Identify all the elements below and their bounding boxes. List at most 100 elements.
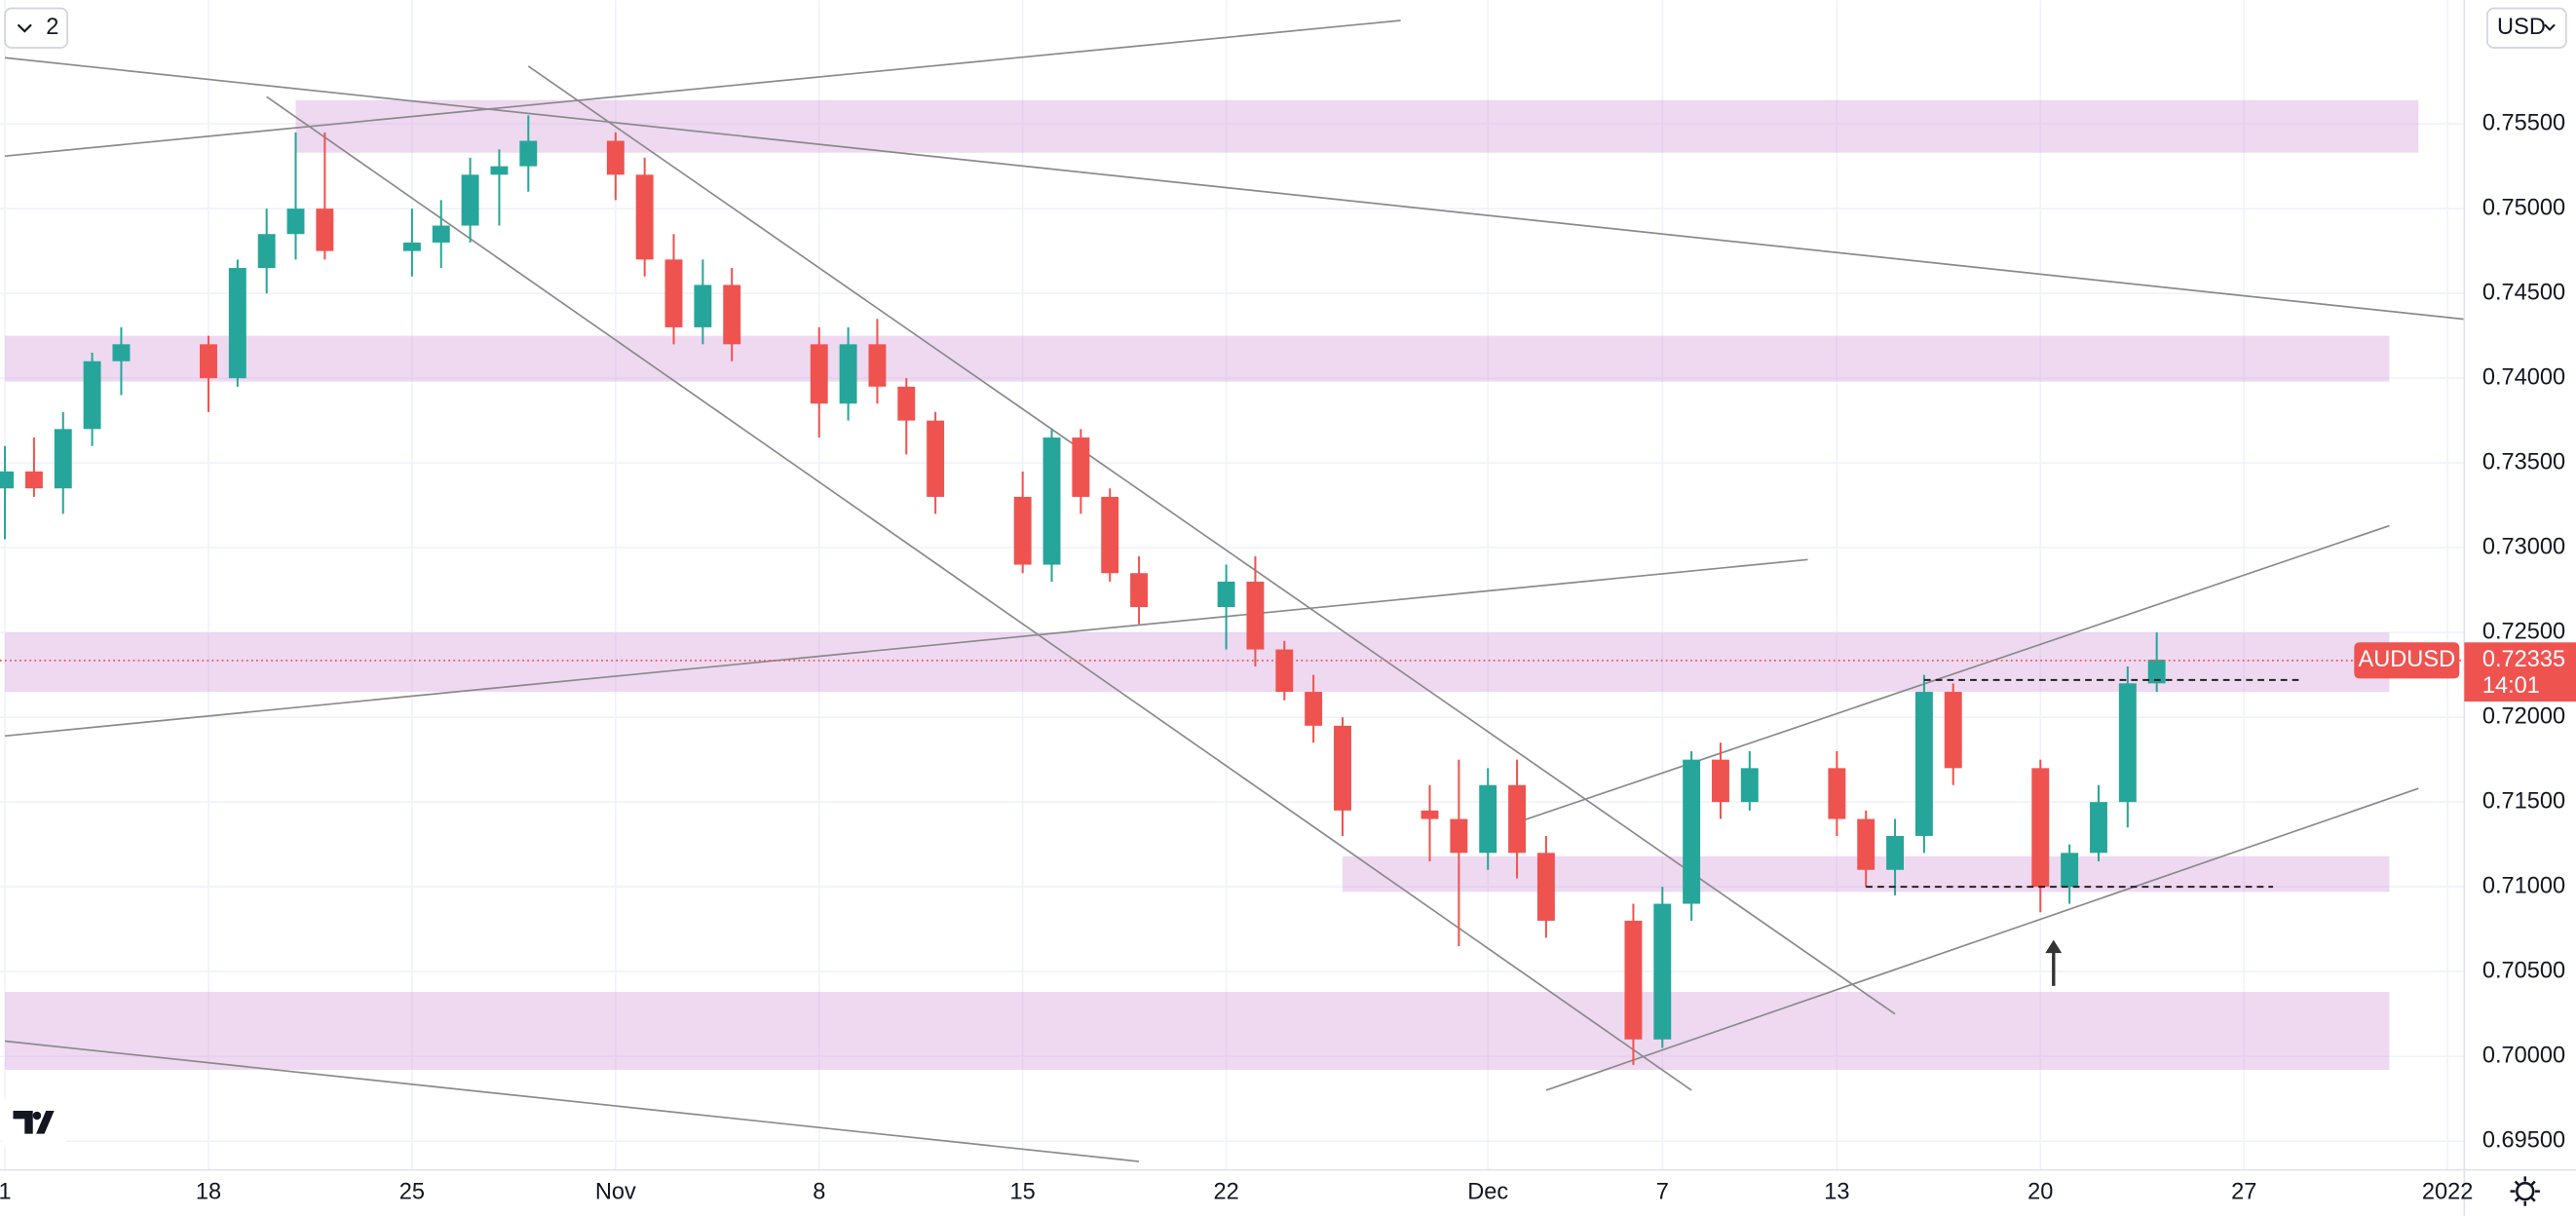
x-tick-label: 13 <box>1824 1180 1849 1205</box>
up-arrow <box>2045 939 2063 986</box>
candle-body <box>1305 692 1323 726</box>
candle-body <box>112 344 131 361</box>
y-tick-label: 0.70500 <box>2482 958 2565 983</box>
candle-body <box>810 344 828 404</box>
candle-body <box>694 285 712 327</box>
y-tick-label: 0.75500 <box>2482 110 2565 135</box>
axes: 0.69500 0.70000 0.70500 0.71000 0.71500 0.720… <box>0 110 2576 1205</box>
candle-body <box>1828 768 1846 819</box>
candle-body <box>635 174 654 260</box>
candle-body <box>316 209 334 251</box>
candle-body <box>2118 683 2137 803</box>
candle-body <box>1479 784 1497 854</box>
candle-body <box>839 344 857 404</box>
candle-body <box>1101 496 1119 574</box>
zone <box>5 335 2390 382</box>
currency-label: USD <box>2497 15 2546 40</box>
x-tick-label: Dec <box>1467 1180 1508 1205</box>
trendline <box>4 19 1401 158</box>
candle-body <box>83 361 101 430</box>
candle-body <box>1275 649 1294 693</box>
candle-body <box>1653 903 1672 1040</box>
x-tick-label: 7 <box>1656 1180 1669 1205</box>
candle-body <box>1042 437 1061 565</box>
candle-body <box>2061 853 2079 888</box>
candle-body <box>1914 692 1933 836</box>
candle-body <box>664 259 683 327</box>
y-tick-label: 0.72500 <box>2482 619 2565 644</box>
candle-body <box>1857 818 1875 870</box>
x-tick-label: Nov <box>595 1180 636 1205</box>
candle-body <box>200 344 217 379</box>
trendline <box>527 65 1896 1015</box>
x-tick-label: 27 <box>2231 1180 2256 1205</box>
candle-body <box>461 174 479 226</box>
x-tick-label: 25 <box>399 1180 425 1205</box>
plot-area <box>0 0 2465 1170</box>
x-tick-label: 20 <box>2027 1180 2053 1205</box>
candle-body <box>1130 573 1149 608</box>
candle-body <box>1246 581 1265 650</box>
trendline <box>1545 787 2419 1091</box>
candle-body <box>519 140 538 167</box>
candle-body <box>1508 784 1527 854</box>
symbol-badge <box>2354 642 2460 679</box>
y-tick-label: 0.72000 <box>2482 703 2565 729</box>
price-badge <box>2464 642 2576 703</box>
last-price-label: 0.72335 <box>2482 647 2565 672</box>
zone <box>5 632 2390 693</box>
y-tick-label: 0.69500 <box>2482 1127 2565 1153</box>
candle-body <box>927 420 945 497</box>
candle-body <box>1944 692 1962 769</box>
x-tick-label: 22 <box>1213 1180 1238 1205</box>
settings-button[interactable] <box>2510 1176 2540 1206</box>
candle-body <box>432 225 450 243</box>
y-tick-label: 0.74000 <box>2482 364 2565 390</box>
logo[interactable] <box>3 1094 66 1151</box>
x-tick-label: 8 <box>813 1180 825 1205</box>
candle-body <box>1217 581 1235 608</box>
candle-body <box>606 140 625 175</box>
candle-body <box>257 234 276 269</box>
candle-body <box>1072 437 1090 497</box>
candle-body <box>723 285 741 345</box>
candle-body <box>1683 759 1701 904</box>
symbol-label: AUDUSD <box>2358 647 2455 672</box>
y-tick-label: 0.71500 <box>2482 788 2565 814</box>
x-tick-label: 2022 <box>2422 1180 2474 1205</box>
currency-button[interactable]: USD <box>2486 7 2567 49</box>
candle-body <box>1886 835 1905 870</box>
candle-body <box>1334 725 1351 811</box>
countdown-label: 14:01 <box>2482 673 2540 699</box>
candle-body <box>1013 496 1032 565</box>
candle-body <box>0 471 15 489</box>
candle-body <box>2090 802 2107 854</box>
candle-body <box>24 471 43 489</box>
y-tick-label: 0.73000 <box>2482 534 2565 559</box>
zone <box>5 992 2390 1071</box>
candle-body <box>54 429 72 489</box>
candle-body <box>1624 920 1643 1040</box>
candle-body <box>1450 818 1468 854</box>
candle-body <box>897 386 916 421</box>
trendline <box>4 57 2465 321</box>
interval-button[interactable]: 2 <box>4 7 68 49</box>
candle-body <box>286 209 305 235</box>
y-tick-label: 0.75000 <box>2482 195 2565 220</box>
candle-body <box>228 268 246 379</box>
candle-body <box>1712 759 1729 803</box>
trendline <box>4 1040 1140 1162</box>
candle-body <box>402 242 421 251</box>
y-tick-label: 0.71000 <box>2482 873 2565 898</box>
x-tick-label: 1 <box>0 1180 12 1205</box>
trendline <box>266 95 1692 1091</box>
candle-body <box>868 344 887 387</box>
candle-body <box>2147 659 2166 684</box>
candle-body <box>2031 768 2050 888</box>
y-tick-label: 0.73500 <box>2482 449 2565 475</box>
interval-badge: 2 <box>46 15 58 40</box>
candle-body <box>490 166 509 175</box>
candle-body <box>1740 768 1759 803</box>
